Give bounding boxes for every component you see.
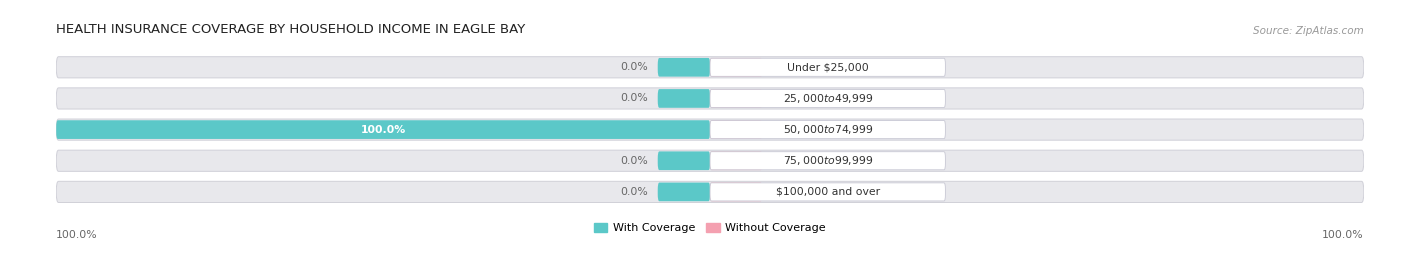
FancyBboxPatch shape <box>710 120 762 139</box>
FancyBboxPatch shape <box>710 89 945 107</box>
Text: $50,000 to $74,999: $50,000 to $74,999 <box>783 123 873 136</box>
FancyBboxPatch shape <box>710 58 762 77</box>
FancyBboxPatch shape <box>710 121 945 139</box>
Text: 100.0%: 100.0% <box>1322 230 1364 240</box>
Text: 0.0%: 0.0% <box>772 62 800 72</box>
FancyBboxPatch shape <box>710 89 762 108</box>
FancyBboxPatch shape <box>56 88 1364 109</box>
Text: 0.0%: 0.0% <box>620 187 648 197</box>
Text: 0.0%: 0.0% <box>772 124 800 135</box>
FancyBboxPatch shape <box>658 58 710 77</box>
Text: $100,000 and over: $100,000 and over <box>776 187 880 197</box>
FancyBboxPatch shape <box>56 119 1364 140</box>
Text: Under $25,000: Under $25,000 <box>787 62 869 72</box>
Text: 0.0%: 0.0% <box>772 93 800 103</box>
Legend: With Coverage, Without Coverage: With Coverage, Without Coverage <box>589 218 831 237</box>
FancyBboxPatch shape <box>710 183 945 201</box>
Text: 100.0%: 100.0% <box>56 230 98 240</box>
FancyBboxPatch shape <box>56 57 1364 78</box>
FancyBboxPatch shape <box>710 58 945 76</box>
Text: Source: ZipAtlas.com: Source: ZipAtlas.com <box>1253 26 1364 36</box>
Text: $75,000 to $99,999: $75,000 to $99,999 <box>783 154 873 167</box>
FancyBboxPatch shape <box>710 183 762 201</box>
FancyBboxPatch shape <box>658 151 710 170</box>
Text: 0.0%: 0.0% <box>772 187 800 197</box>
Text: 0.0%: 0.0% <box>772 156 800 166</box>
FancyBboxPatch shape <box>710 151 762 170</box>
Text: HEALTH INSURANCE COVERAGE BY HOUSEHOLD INCOME IN EAGLE BAY: HEALTH INSURANCE COVERAGE BY HOUSEHOLD I… <box>56 23 526 36</box>
Text: 100.0%: 100.0% <box>360 124 406 135</box>
FancyBboxPatch shape <box>56 120 710 139</box>
FancyBboxPatch shape <box>658 89 710 108</box>
Text: 0.0%: 0.0% <box>620 62 648 72</box>
FancyBboxPatch shape <box>710 152 945 170</box>
FancyBboxPatch shape <box>658 183 710 201</box>
Text: $25,000 to $49,999: $25,000 to $49,999 <box>783 92 873 105</box>
FancyBboxPatch shape <box>56 150 1364 171</box>
Text: 0.0%: 0.0% <box>620 156 648 166</box>
FancyBboxPatch shape <box>56 181 1364 202</box>
Text: 0.0%: 0.0% <box>620 93 648 103</box>
